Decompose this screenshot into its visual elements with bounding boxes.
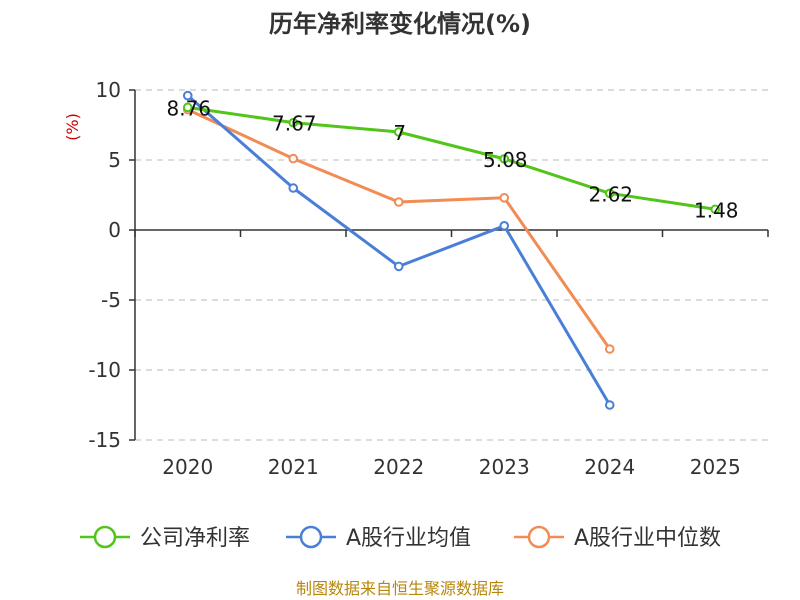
- grid: [135, 89, 768, 441]
- legend: 公司净利率 A股行业均值 A股行业中位数: [80, 525, 721, 551]
- series-point: [604, 344, 615, 354]
- data-label: 7: [393, 121, 406, 145]
- series-point: [182, 90, 193, 101]
- y-tick-label: 10: [96, 78, 121, 102]
- x-tick-label: 2025: [690, 455, 741, 479]
- data-label: 5.08: [483, 148, 528, 172]
- legend-label: A股行业中位数: [574, 526, 721, 551]
- legend-swatch-marker: [299, 525, 323, 549]
- source-note: 制图数据来自恒生聚源数据库: [296, 579, 504, 598]
- series-point: [604, 400, 615, 410]
- y-tick-label: -15: [88, 428, 121, 452]
- series-point: [393, 127, 404, 137]
- y-tick-label: -10: [88, 358, 121, 382]
- legend-label: A股行业均值: [346, 526, 471, 551]
- data-labels: 8.76 7.67 7 5.08 2.62 1.48: [166, 96, 738, 222]
- y-tick-label: 5: [108, 148, 121, 172]
- legend-swatch-marker: [527, 525, 551, 549]
- series-line: [187, 105, 716, 211]
- series-point: [288, 153, 299, 164]
- x-tick-label: 2020: [162, 455, 213, 479]
- x-tick-label: 2021: [268, 455, 319, 479]
- legend-swatch-marker: [93, 525, 117, 549]
- series-point: [288, 117, 299, 128]
- series-point: [182, 102, 193, 113]
- y-axis-unit: (%): [63, 113, 82, 141]
- series-point: [710, 204, 721, 215]
- series-point: [393, 261, 404, 272]
- series-layer: [182, 90, 721, 410]
- series-point: [499, 193, 510, 203]
- legend-label: 公司净利率: [140, 526, 250, 551]
- x-tick-label: 2023: [479, 455, 530, 479]
- series-point: [604, 188, 615, 199]
- series-point: [393, 197, 404, 207]
- series-point: [499, 221, 510, 231]
- data-label: 1.48: [694, 198, 739, 222]
- y-tick-label: 0: [108, 218, 121, 242]
- axes: 10 5 0 -5 -10 -15 2020 2021 2022 2023 2024 2025: [88, 78, 769, 479]
- x-tick-label: 2022: [373, 455, 424, 479]
- data-label: 8.76: [166, 96, 211, 120]
- series-point: [288, 183, 299, 193]
- chart-title: 历年净利率变化情况(%): [269, 10, 531, 38]
- series-point: [499, 154, 510, 164]
- x-tick-label: 2024: [584, 455, 635, 479]
- y-tick-label: -5: [101, 288, 121, 312]
- data-label: 7.67: [272, 112, 317, 136]
- data-label: 2.62: [588, 182, 633, 206]
